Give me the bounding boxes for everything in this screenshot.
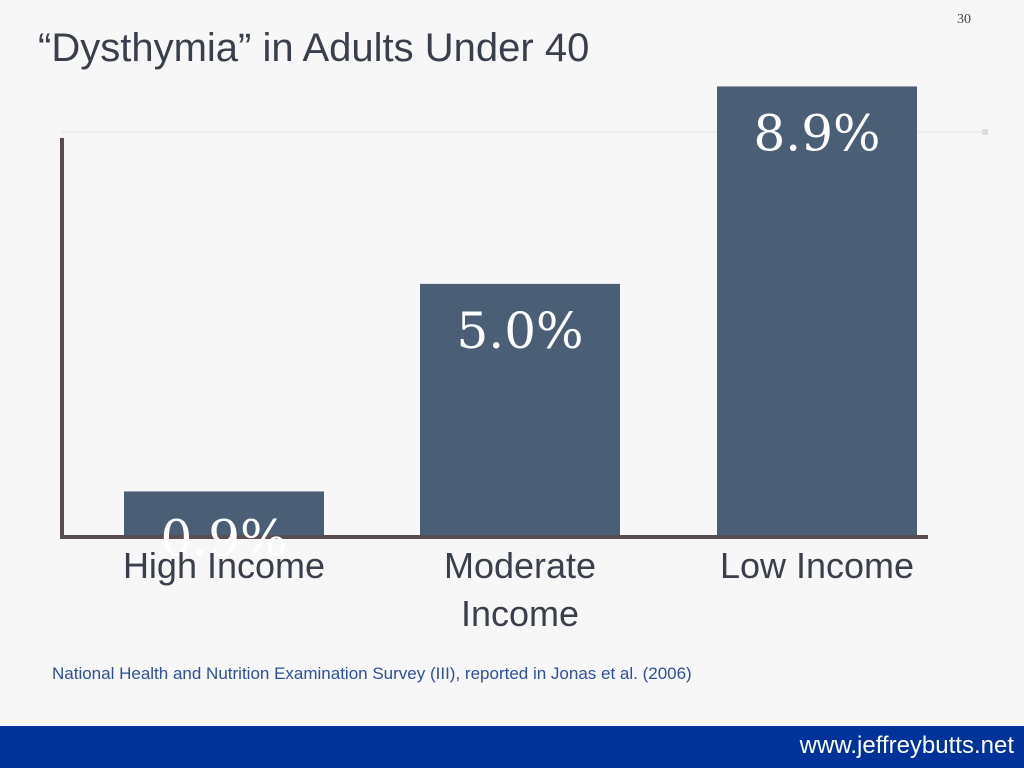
labels: 0.9% 5.0% 8.9% High Income Moderate Income Low…: [123, 104, 914, 634]
bars: [124, 86, 917, 537]
slide-number: 30: [957, 12, 971, 27]
footer-bar: www.jeffreybutts.net: [0, 726, 1024, 768]
slide-title: “Dysthymia” in Adults Under 40: [38, 26, 590, 70]
category-label: High Income: [123, 545, 325, 586]
axes: [60, 138, 928, 539]
data-label: 5.0%: [456, 302, 583, 360]
bar: [420, 283, 620, 537]
bar-chart: 0.9% 5.0% 8.9% High Income Moderate Income Low…: [60, 86, 988, 634]
grid-marker: [982, 129, 988, 135]
category-label: Moderate Income: [444, 545, 596, 634]
citation: National Health and Nutrition Examinatio…: [52, 664, 692, 683]
category-label: Low Income: [720, 545, 914, 586]
data-label: 0.9%: [160, 509, 287, 567]
bar: [124, 491, 324, 537]
footer-url: www.jeffreybutts.net: [799, 732, 1014, 759]
bar: [717, 86, 917, 537]
data-label: 8.9%: [753, 104, 880, 162]
